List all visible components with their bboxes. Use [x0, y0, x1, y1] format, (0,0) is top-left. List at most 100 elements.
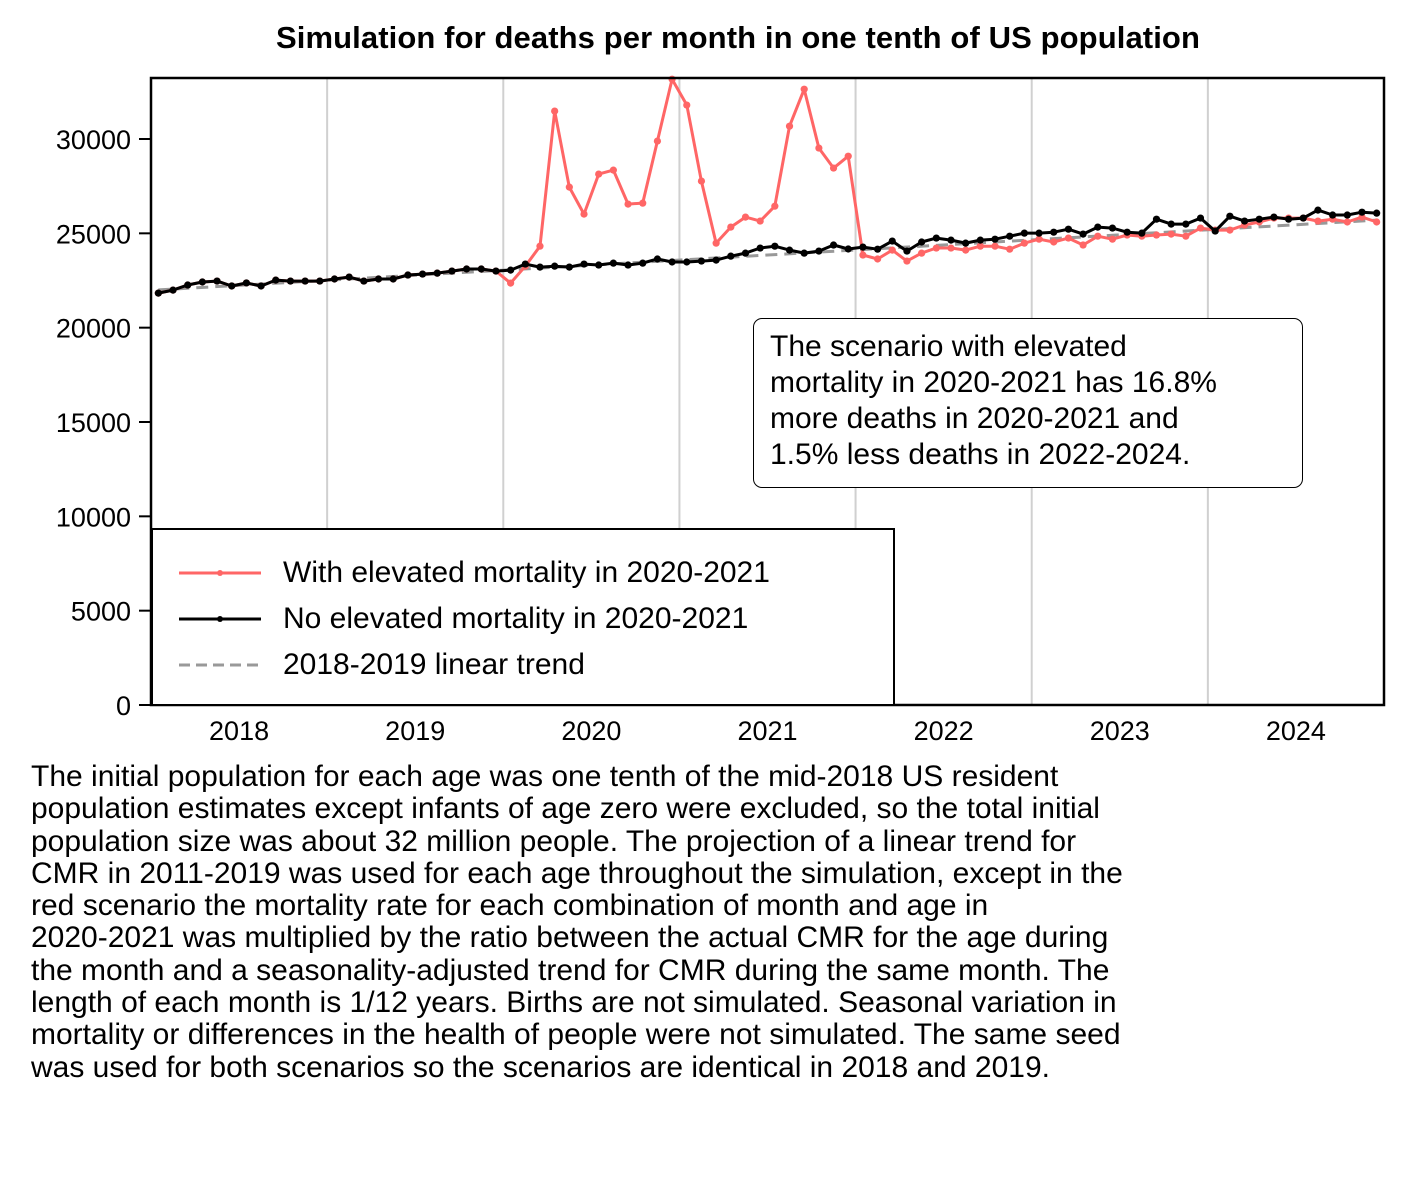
data-point	[1050, 238, 1058, 246]
data-point	[418, 270, 427, 278]
data-point	[257, 282, 265, 290]
data-point	[815, 247, 823, 255]
data-point	[947, 236, 955, 244]
data-point	[1050, 228, 1058, 236]
data-point	[595, 261, 603, 269]
data-point	[1314, 206, 1322, 214]
data-point	[595, 170, 603, 178]
caption-line: 2020-2021 was multiplied by the ratio be…	[31, 921, 1109, 955]
data-point	[272, 276, 280, 284]
data-point	[536, 242, 544, 250]
plot-frame	[149, 76, 1386, 707]
series-elevated	[154, 75, 1381, 297]
data-point	[991, 242, 999, 250]
data-point	[785, 246, 794, 254]
legend-swatch-black-line	[179, 616, 261, 622]
data-point	[1035, 235, 1043, 243]
data-point	[507, 279, 515, 287]
x-tick-label: 2021	[737, 716, 797, 746]
annotation-line: The scenario with elevated	[770, 330, 1127, 363]
caption-line: population estimates except infants of a…	[31, 792, 1100, 826]
data-point	[873, 245, 882, 253]
data-point	[1123, 228, 1131, 236]
annotation-line: more deaths in 2020-2021 and	[770, 402, 1179, 435]
data-point	[360, 277, 368, 285]
data-point	[345, 273, 353, 281]
data-point	[580, 210, 588, 218]
y-tick-label: 30000	[56, 125, 131, 155]
legend-label: With elevated mortality in 2020-2021	[283, 556, 770, 589]
data-point	[668, 258, 676, 266]
data-point	[242, 279, 251, 287]
data-point	[639, 259, 647, 267]
data-point	[1299, 214, 1307, 222]
data-point	[1329, 211, 1337, 219]
data-point	[624, 200, 632, 208]
data-point	[228, 282, 236, 290]
data-point	[829, 241, 838, 249]
data-point	[683, 258, 691, 266]
data-point	[1079, 241, 1087, 249]
data-point	[1108, 235, 1117, 243]
data-point	[932, 234, 940, 242]
legend-label: 2018-2019 linear trend	[283, 648, 585, 681]
data-point	[580, 260, 588, 268]
data-point	[1152, 215, 1161, 223]
data-point	[609, 166, 617, 174]
x-tick-label: 2022	[914, 716, 974, 746]
data-point	[213, 277, 221, 285]
data-point	[962, 246, 970, 254]
data-point	[976, 236, 984, 244]
x-tick-label: 2024	[1266, 716, 1326, 746]
legend: With elevated mortality in 2020-2021 No …	[151, 528, 895, 704]
data-point	[462, 265, 471, 273]
data-point	[1006, 245, 1014, 253]
data-point	[551, 262, 559, 270]
data-point	[903, 247, 911, 255]
caption-line: was used for both scenarios so the scena…	[31, 1050, 1050, 1084]
data-point	[756, 244, 764, 252]
data-point	[800, 85, 808, 93]
data-point	[1064, 225, 1073, 233]
data-point	[727, 223, 735, 231]
data-point	[1211, 227, 1219, 235]
legend-swatch-dashed-line	[179, 663, 261, 667]
annotation-box: The scenario with elevated mortality in …	[753, 318, 1303, 488]
data-point	[1167, 230, 1175, 238]
data-point	[1226, 226, 1234, 234]
data-point	[815, 144, 823, 152]
data-point	[404, 271, 412, 279]
data-point	[918, 238, 926, 246]
data-point	[712, 239, 720, 247]
data-point	[771, 202, 779, 210]
data-point	[1094, 223, 1102, 231]
x-tick-label: 2018	[209, 716, 269, 746]
data-point	[1240, 217, 1249, 225]
data-point	[888, 246, 896, 254]
data-point	[433, 269, 441, 277]
data-point	[1343, 211, 1351, 219]
data-point	[1196, 224, 1205, 232]
data-point	[1167, 220, 1175, 228]
data-point	[859, 251, 867, 259]
data-point	[785, 122, 794, 130]
data-point	[859, 243, 867, 251]
data-point	[536, 263, 544, 271]
data-point	[1373, 209, 1381, 217]
data-point	[1270, 213, 1278, 221]
data-point	[154, 289, 162, 297]
caption-line: length of each month is 1/12 years. Birt…	[31, 986, 1117, 1020]
y-tick-label: 20000	[56, 314, 131, 344]
caption-line: The initial population for each age was …	[31, 760, 1059, 793]
data-point	[184, 281, 192, 289]
data-point	[697, 257, 706, 265]
data-point	[1108, 224, 1117, 232]
data-point	[712, 256, 720, 264]
y-tick-label: 10000	[56, 502, 131, 532]
data-point	[697, 177, 706, 185]
data-point	[301, 277, 309, 285]
data-point	[800, 249, 808, 257]
caption-line: population size was about 32 million peo…	[31, 824, 1077, 858]
data-point	[1196, 214, 1205, 222]
